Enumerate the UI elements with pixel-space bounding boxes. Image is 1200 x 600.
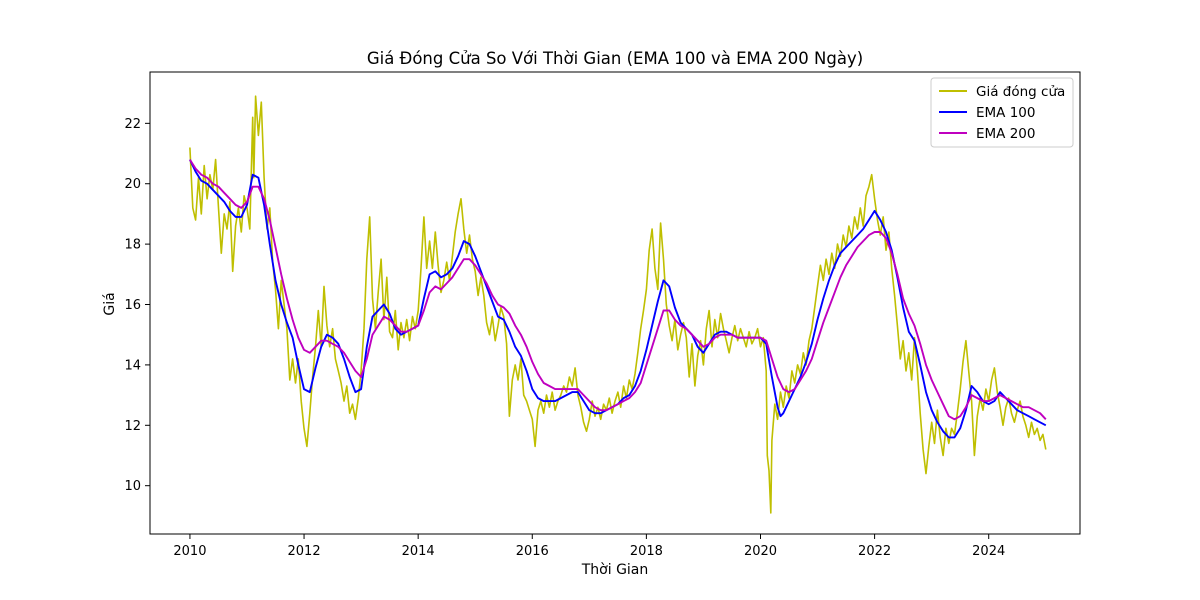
x-tick-label: 2018 <box>630 544 663 559</box>
series-line-2 <box>189 159 1047 439</box>
series-line-3 <box>189 159 1047 421</box>
chart-title: Giá Đóng Cửa So Với Thời Gian (EMA 100 v… <box>367 49 863 68</box>
y-tick-label: 22 <box>124 117 141 132</box>
legend-box <box>930 77 1074 148</box>
legend-label-2: EMA 100 <box>976 105 1035 121</box>
y-tick-label: 12 <box>124 419 141 434</box>
x-tick-label: 2010 <box>173 544 206 559</box>
x-tick-label: 2012 <box>288 544 321 559</box>
axis-ticks: 2010 2012 2014 2016 2018 2020 2022 202410121416… <box>124 117 1005 559</box>
y-tick-label: 14 <box>124 358 141 373</box>
plot-frame <box>149 71 1081 535</box>
y-tick-label: 16 <box>124 298 141 313</box>
plot-area <box>189 95 1047 514</box>
legend-label-3: EMA 200 <box>976 126 1035 142</box>
x-tick-label: 2020 <box>744 544 777 559</box>
x-tick-label: 2024 <box>972 544 1005 559</box>
x-axis-label: Thời Gian <box>581 562 649 578</box>
y-axis-label: Giá <box>102 292 118 315</box>
y-tick-label: 18 <box>124 238 141 253</box>
legend: Giá đóng cửa EMA 100 EMA 200 <box>930 77 1074 148</box>
x-tick-label: 2022 <box>858 544 891 559</box>
x-tick-label: 2016 <box>516 544 549 559</box>
legend-label-1: Giá đóng cửa <box>976 84 1065 100</box>
y-tick-label: 10 <box>124 479 141 494</box>
y-tick-label: 20 <box>124 177 141 192</box>
x-tick-label: 2014 <box>402 544 435 559</box>
